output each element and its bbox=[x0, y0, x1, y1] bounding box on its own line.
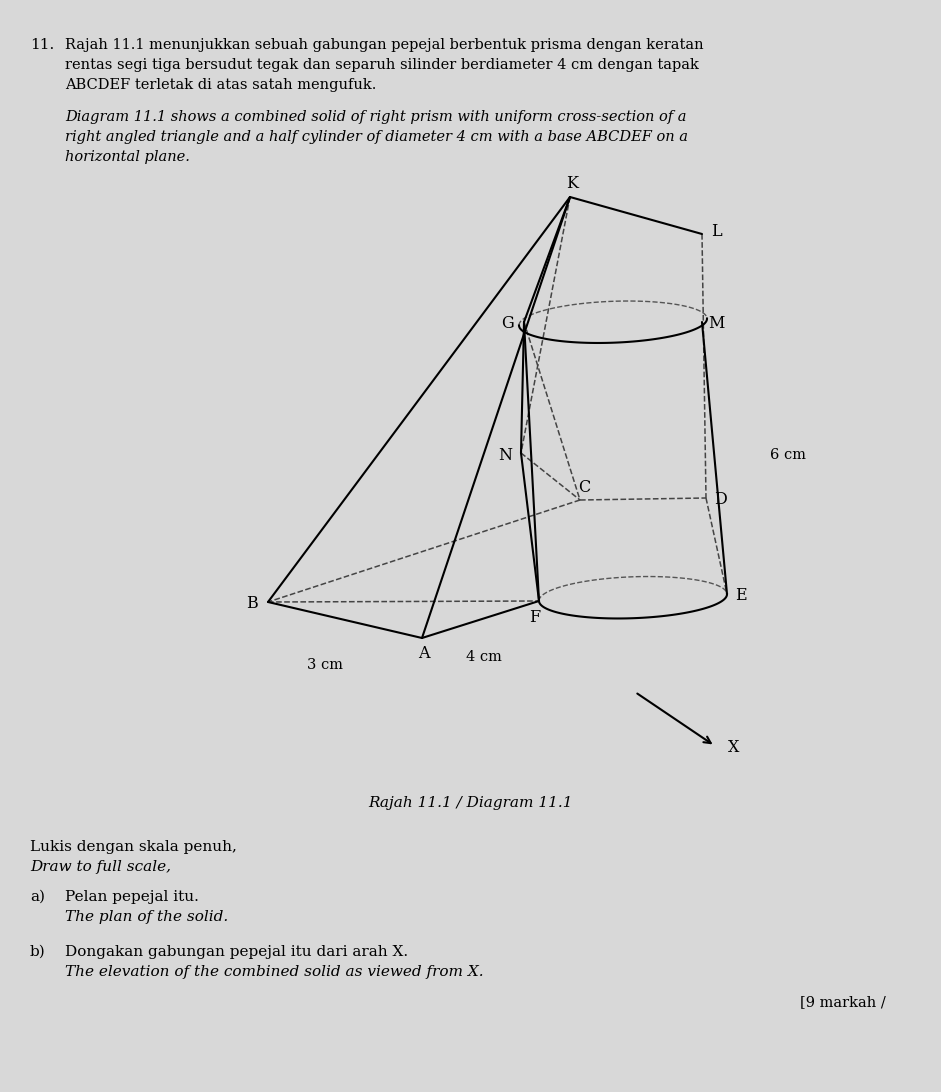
Text: Dongakan gabungan pepejal itu dari arah X.: Dongakan gabungan pepejal itu dari arah … bbox=[65, 945, 408, 959]
Text: The plan of the solid.: The plan of the solid. bbox=[65, 910, 229, 924]
Text: 11.: 11. bbox=[30, 38, 55, 52]
Text: E: E bbox=[735, 587, 747, 605]
Text: D: D bbox=[713, 491, 726, 509]
Text: N: N bbox=[498, 447, 512, 463]
Text: ABCDEF terletak di atas satah mengufuk.: ABCDEF terletak di atas satah mengufuk. bbox=[65, 78, 376, 92]
Text: Lukis dengan skala penuh,: Lukis dengan skala penuh, bbox=[30, 840, 237, 854]
Text: A: A bbox=[418, 645, 430, 663]
Text: L: L bbox=[710, 224, 722, 240]
Text: Pelan pepejal itu.: Pelan pepejal itu. bbox=[65, 890, 199, 904]
Text: M: M bbox=[708, 316, 725, 332]
Text: The elevation of the combined solid as viewed from X.: The elevation of the combined solid as v… bbox=[65, 965, 484, 980]
Text: Diagram 11.1 shows a combined solid of right prism with uniform cross-section of: Diagram 11.1 shows a combined solid of r… bbox=[65, 110, 687, 124]
Text: rentas segi tiga bersudut tegak dan separuh silinder berdiameter 4 cm dengan tap: rentas segi tiga bersudut tegak dan sepa… bbox=[65, 58, 699, 72]
Text: 6 cm: 6 cm bbox=[770, 448, 806, 462]
Text: F: F bbox=[530, 608, 540, 626]
Text: horizontal plane.: horizontal plane. bbox=[65, 150, 190, 164]
Text: Rajah 11.1 / Diagram 11.1: Rajah 11.1 / Diagram 11.1 bbox=[368, 796, 572, 810]
Text: C: C bbox=[578, 479, 590, 497]
Text: b): b) bbox=[30, 945, 46, 959]
Text: Rajah 11.1 menunjukkan sebuah gabungan pepejal berbentuk prisma dengan keratan: Rajah 11.1 menunjukkan sebuah gabungan p… bbox=[65, 38, 704, 52]
Text: B: B bbox=[247, 595, 258, 613]
Text: 3 cm: 3 cm bbox=[307, 658, 343, 672]
Text: right angled triangle and a half cylinder of diameter 4 cm with a base ABCDEF on: right angled triangle and a half cylinde… bbox=[65, 130, 688, 144]
Text: Draw to full scale,: Draw to full scale, bbox=[30, 860, 171, 874]
Text: a): a) bbox=[30, 890, 45, 904]
Text: [9 markah /: [9 markah / bbox=[800, 995, 885, 1009]
Text: 4 cm: 4 cm bbox=[466, 650, 502, 664]
Text: X: X bbox=[728, 739, 740, 757]
Text: G: G bbox=[502, 316, 515, 332]
Text: K: K bbox=[566, 175, 578, 191]
